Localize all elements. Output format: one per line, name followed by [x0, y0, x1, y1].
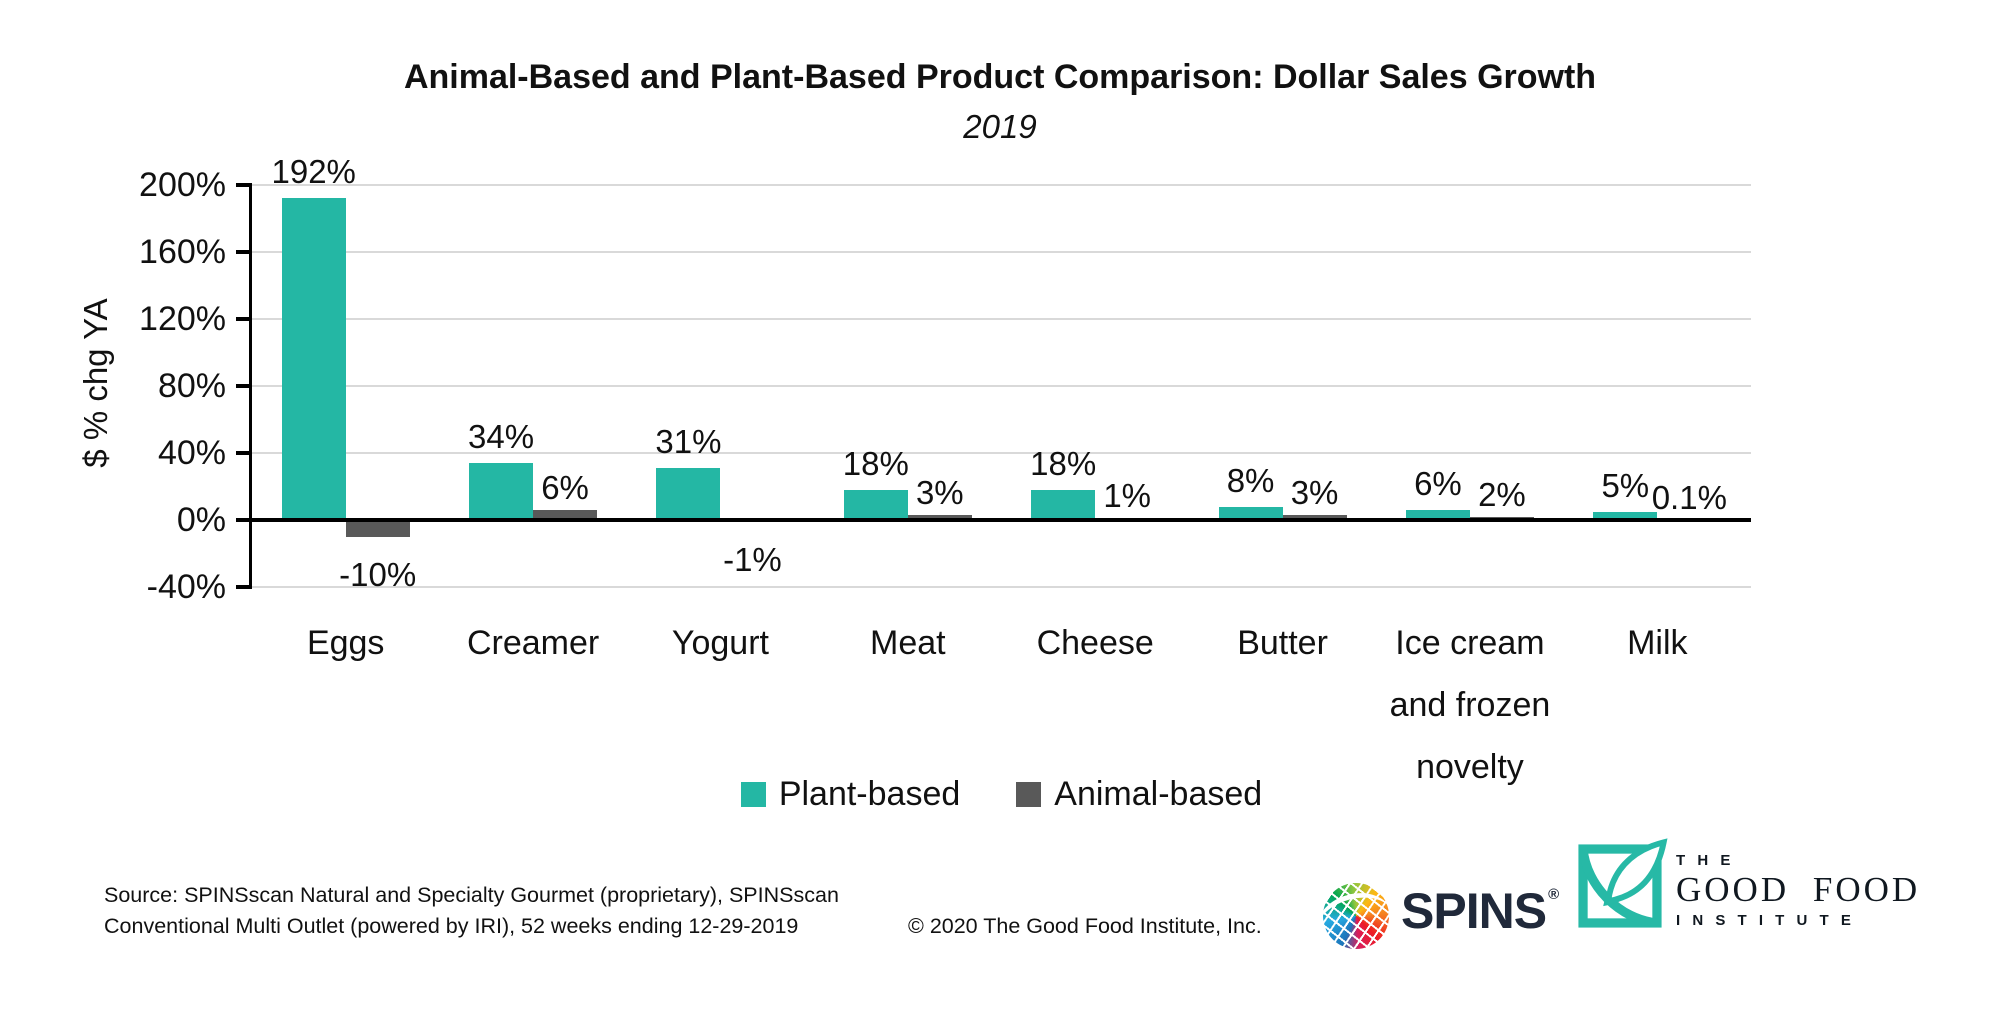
gridline	[252, 586, 1751, 588]
y-axis-tick	[236, 384, 252, 388]
bar-plant-ice	[1405, 509, 1470, 520]
source-line-1: Source: SPINSscan Natural and Specialty …	[104, 883, 839, 907]
bar-value-label-animal-cheese: 1%	[1103, 477, 1152, 515]
gfi-wordmark-goodfood: GOOD FOOD	[1676, 870, 1921, 909]
legend: Plant-based Animal-based	[252, 772, 1751, 816]
x-axis-zero-line	[252, 518, 1751, 522]
gridline	[252, 184, 1751, 186]
x-axis-category-label-milk: Milk	[1627, 624, 1688, 662]
y-axis-tick-label: 120%	[139, 300, 226, 338]
y-axis-tick	[236, 451, 252, 455]
bar-plant-butter	[1218, 506, 1283, 520]
legend-label-animal: Animal-based	[1054, 774, 1263, 813]
spins-wordmark: SPINS ®	[1401, 880, 1559, 942]
x-axis-category-label-butter: Butter	[1237, 624, 1328, 662]
bar-value-label-animal-creamer: 6%	[541, 468, 589, 506]
spins-globe-icon	[1323, 883, 1389, 949]
gfi-wordmark-the: T H E	[1676, 852, 1735, 869]
bar-value-label-plant-butter: 8%	[1226, 461, 1275, 499]
bar-value-label-animal-yogurt: -1%	[723, 540, 782, 578]
legend-swatch-animal	[1016, 781, 1042, 807]
gfi-wordmark-institute: I N S T I T U T E	[1676, 912, 1855, 929]
y-axis-tick	[236, 518, 252, 522]
bar-value-label-animal-milk: 0.1%	[1651, 478, 1727, 516]
chart-subtitle: 2019	[963, 108, 1037, 145]
legend-item-plant: Plant-based	[740, 774, 961, 814]
bar-plant-cheese	[1031, 489, 1096, 520]
y-axis-tick	[236, 317, 252, 321]
x-axis-category-label-meat: Meat	[870, 624, 946, 662]
x-axis-category-label-ice: Ice cream and frozen novelty	[1389, 624, 1551, 786]
legend-label-plant: Plant-based	[778, 774, 961, 813]
bar-value-label-plant-ice: 6%	[1414, 464, 1462, 502]
y-axis-tick-label: 200%	[139, 166, 226, 204]
spins-logo: SPINS ®	[1323, 880, 1559, 949]
bar-animal-eggs	[345, 520, 410, 537]
bar-value-label-plant-cheese: 18%	[1030, 444, 1097, 482]
bar-animal-creamer	[533, 509, 598, 520]
bar-value-label-plant-meat: 18%	[842, 444, 909, 482]
bar-plant-eggs	[281, 198, 346, 520]
bar-value-label-plant-creamer: 34%	[468, 418, 535, 456]
legend-item-animal: Animal-based	[1016, 775, 1262, 814]
x-axis-category-label-yogurt: Yogurt	[671, 624, 769, 662]
bar-plant-milk	[1593, 511, 1658, 520]
y-axis-tick	[236, 585, 252, 589]
gfi-logo: T H E GOOD FOOD I N S T I T U T E	[1578, 838, 1920, 929]
bar-plant-yogurt	[656, 468, 721, 520]
bar-value-label-plant-eggs: 192%	[271, 153, 356, 191]
x-axis-category-label-creamer: Creamer	[466, 624, 600, 662]
bar-value-label-plant-milk: 5%	[1601, 466, 1650, 504]
bar-plant-creamer	[469, 463, 534, 520]
chart-title: Animal-Based and Plant-Based Product Com…	[403, 58, 1597, 96]
y-axis-tick	[236, 250, 252, 254]
gfi-leaf-icon	[1578, 838, 1668, 928]
bar-value-label-animal-meat: 3%	[915, 473, 964, 511]
bar-animal-meat	[907, 514, 972, 520]
gridline	[252, 251, 1751, 253]
source-note: Source: SPINSscan Natural and Specialty …	[104, 880, 839, 942]
bar-value-label-animal-ice: 2%	[1478, 475, 1526, 513]
spins-wordmark-text: SPINS	[1401, 883, 1547, 939]
x-axis-category-label-cheese: Cheese	[1036, 624, 1154, 662]
bar-plant-meat	[843, 489, 908, 520]
bar-animal-butter	[1282, 514, 1347, 520]
y-axis-tick-label: -40%	[146, 568, 226, 606]
gridline	[252, 385, 1751, 387]
x-axis-category-label-eggs: Eggs	[306, 624, 385, 662]
y-axis-tick-label: 160%	[139, 233, 226, 271]
y-axis-tick	[236, 183, 252, 187]
y-axis-tick-label: 80%	[157, 367, 226, 405]
bar-value-label-animal-eggs: -10%	[339, 555, 417, 593]
bar-value-label-animal-butter: 3%	[1290, 473, 1339, 511]
y-axis-tick-label: 40%	[157, 434, 226, 472]
gfi-wordmark: T H E GOOD FOOD I N S T I T U T E	[1676, 852, 1920, 929]
gridline	[252, 318, 1751, 320]
copyright-note: © 2020 The Good Food Institute, Inc.	[908, 914, 1262, 938]
registered-trademark-icon: ®	[1548, 886, 1559, 903]
gridline	[252, 452, 1751, 454]
bar-value-label-plant-yogurt: 31%	[655, 423, 722, 461]
legend-swatch-plant	[740, 781, 766, 807]
y-axis-line	[249, 183, 252, 589]
source-line-2: Conventional Multi Outlet (powered by IR…	[104, 914, 799, 938]
y-axis-tick-label: 0%	[176, 501, 226, 539]
